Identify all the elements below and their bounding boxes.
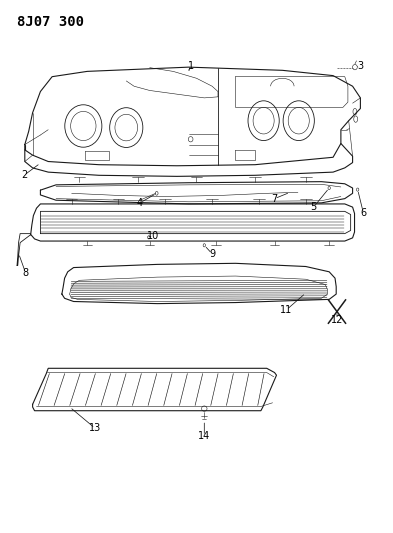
Text: 8: 8 <box>22 268 29 278</box>
Text: 1: 1 <box>187 61 194 71</box>
Text: 7: 7 <box>272 193 278 204</box>
Text: 12: 12 <box>331 314 343 325</box>
Text: 11: 11 <box>280 305 292 315</box>
Text: 13: 13 <box>89 423 101 433</box>
Text: 6: 6 <box>360 208 367 219</box>
Text: 10: 10 <box>147 231 160 241</box>
Text: 14: 14 <box>198 431 210 441</box>
Text: 8J07 300: 8J07 300 <box>17 14 84 29</box>
Text: 9: 9 <box>209 249 215 259</box>
Text: 2: 2 <box>21 171 27 180</box>
Text: 4: 4 <box>137 198 143 208</box>
Text: 3: 3 <box>357 61 364 71</box>
Text: 5: 5 <box>310 202 317 212</box>
